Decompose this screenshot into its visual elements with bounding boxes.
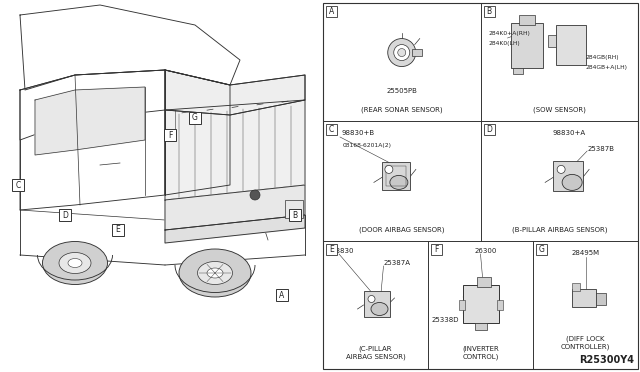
Bar — [572, 283, 579, 291]
Text: 284K0(LH): 284K0(LH) — [488, 41, 520, 45]
Text: 26300: 26300 — [474, 248, 497, 254]
Text: 25338D: 25338D — [432, 317, 460, 323]
Bar — [513, 68, 522, 74]
Bar — [12, 179, 24, 191]
Bar — [477, 277, 490, 287]
Ellipse shape — [179, 249, 251, 297]
Bar — [326, 124, 337, 135]
Text: G: G — [192, 113, 198, 122]
Polygon shape — [20, 5, 240, 90]
Bar — [59, 209, 71, 221]
Ellipse shape — [390, 176, 408, 189]
Ellipse shape — [42, 241, 108, 285]
Bar — [364, 291, 390, 317]
Bar — [547, 35, 556, 47]
Bar — [112, 224, 124, 236]
Polygon shape — [165, 70, 305, 115]
Ellipse shape — [59, 253, 91, 273]
Text: 25387B: 25387B — [587, 146, 614, 152]
Bar — [412, 49, 422, 55]
Text: 284GB(RH): 284GB(RH) — [586, 55, 619, 61]
Bar — [189, 112, 201, 124]
Text: B: B — [486, 7, 492, 16]
Text: 98830: 98830 — [331, 248, 353, 254]
Bar — [553, 161, 583, 192]
Text: (DIFF LOCK
CONTROLLER): (DIFF LOCK CONTROLLER) — [561, 336, 610, 350]
Bar — [483, 124, 495, 135]
Polygon shape — [165, 100, 305, 200]
Bar — [285, 200, 303, 218]
Text: (C-PILLAR
AIRBAG SENSOR): (C-PILLAR AIRBAG SENSOR) — [346, 346, 405, 360]
Polygon shape — [20, 70, 165, 210]
Bar — [386, 166, 406, 186]
Text: F: F — [435, 245, 438, 254]
Bar — [289, 209, 301, 221]
Text: D: D — [486, 125, 492, 134]
Bar — [518, 15, 534, 25]
Bar — [511, 23, 543, 68]
Bar — [323, 3, 638, 369]
Circle shape — [397, 49, 406, 57]
Text: (INVERTER
CONTROL): (INVERTER CONTROL) — [462, 346, 499, 360]
Polygon shape — [165, 70, 230, 195]
Text: 98830+A: 98830+A — [553, 130, 586, 136]
Bar — [497, 300, 502, 310]
Text: R25300Y4: R25300Y4 — [579, 355, 634, 365]
Text: 08168-6201A(2): 08168-6201A(2) — [343, 144, 392, 148]
Circle shape — [557, 166, 565, 173]
Text: 28495M: 28495M — [572, 250, 600, 256]
Ellipse shape — [198, 262, 232, 285]
Circle shape — [388, 39, 416, 67]
Bar — [536, 244, 547, 255]
Text: F: F — [168, 131, 172, 140]
Text: B: B — [292, 211, 298, 219]
Bar — [326, 244, 337, 255]
Bar — [463, 285, 499, 323]
Circle shape — [385, 166, 393, 173]
Text: C: C — [329, 125, 334, 134]
Text: 98830+B: 98830+B — [341, 130, 374, 136]
Bar — [572, 289, 595, 307]
Text: 25505PB: 25505PB — [387, 88, 417, 94]
Text: G: G — [539, 245, 545, 254]
Circle shape — [368, 295, 375, 302]
Bar — [164, 129, 176, 141]
Bar — [556, 25, 586, 65]
Polygon shape — [165, 215, 305, 243]
Text: 25387A: 25387A — [383, 260, 410, 266]
Circle shape — [394, 45, 410, 61]
Bar — [431, 244, 442, 255]
Text: E: E — [329, 245, 334, 254]
Text: (REAR SONAR SENSOR): (REAR SONAR SENSOR) — [361, 106, 443, 113]
Ellipse shape — [562, 174, 582, 190]
Text: 284K0+A(RH): 284K0+A(RH) — [488, 31, 531, 35]
Polygon shape — [35, 87, 145, 155]
Polygon shape — [165, 185, 305, 230]
Text: A: A — [280, 291, 285, 299]
Bar — [326, 6, 337, 17]
Text: E: E — [116, 225, 120, 234]
Bar — [483, 6, 495, 17]
Bar — [458, 300, 465, 310]
Ellipse shape — [207, 268, 223, 278]
Bar — [474, 323, 486, 330]
Bar — [276, 289, 288, 301]
Text: (DOOR AIRBAG SENSOR): (DOOR AIRBAG SENSOR) — [359, 227, 445, 233]
Bar — [382, 163, 410, 190]
Ellipse shape — [68, 259, 82, 267]
Ellipse shape — [371, 302, 388, 315]
Polygon shape — [20, 70, 305, 140]
Text: D: D — [62, 211, 68, 219]
Text: 284GB+A(LH): 284GB+A(LH) — [586, 65, 627, 71]
Text: (B-PILLAR AIRBAG SENSOR): (B-PILLAR AIRBAG SENSOR) — [511, 227, 607, 233]
Bar — [595, 293, 605, 305]
Text: (SOW SENSOR): (SOW SENSOR) — [533, 106, 586, 113]
Text: C: C — [15, 180, 20, 189]
Circle shape — [250, 190, 260, 200]
Text: A: A — [329, 7, 334, 16]
